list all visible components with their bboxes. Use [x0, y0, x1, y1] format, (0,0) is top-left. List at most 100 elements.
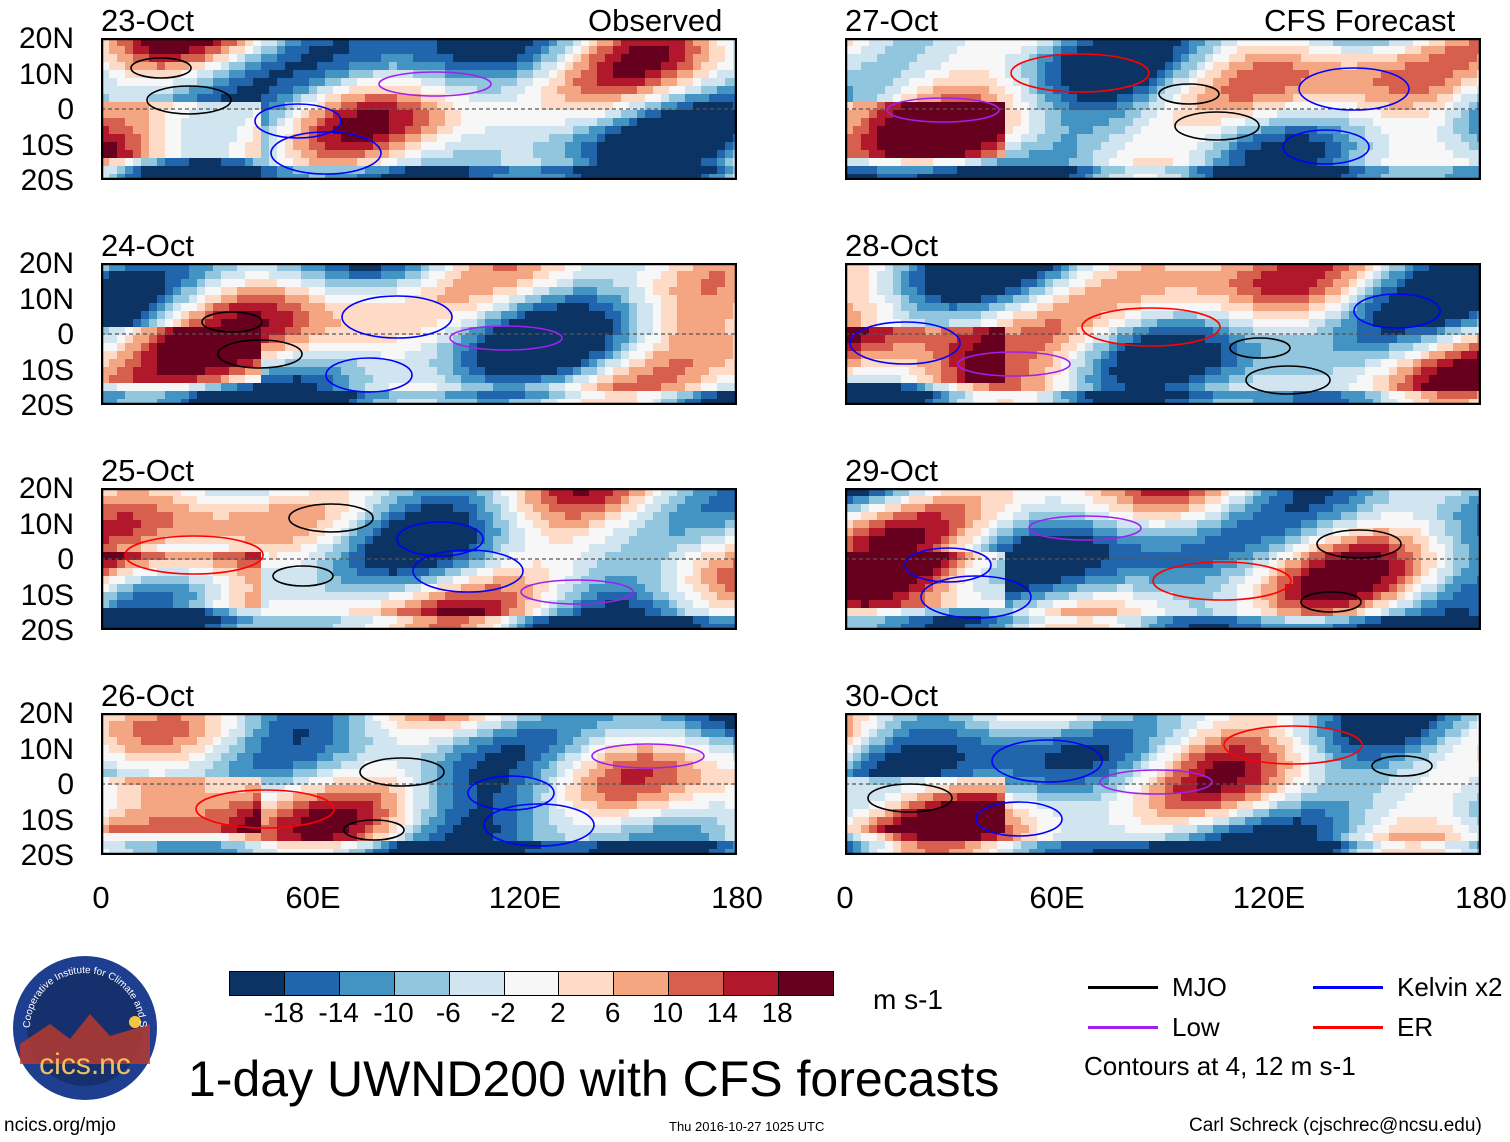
lat-tick-label: 0: [57, 768, 74, 801]
kelvin-contour: [341, 295, 453, 339]
panel-border: [101, 713, 737, 855]
map-panel: [845, 713, 1481, 855]
map-panel: [101, 713, 737, 855]
panel-border: [845, 488, 1481, 630]
lon-tick-label: 60E: [285, 880, 341, 915]
panel-date: 26-Oct: [101, 678, 195, 713]
mjo-contour: [130, 57, 192, 79]
kelvin-contour: [1282, 129, 1370, 165]
panel-date: 24-Oct: [101, 228, 195, 263]
lat-tick-label: 10N: [18, 57, 74, 91]
low-contour: [886, 97, 1000, 123]
wind-field: [845, 488, 1481, 630]
units-label: m s-1: [873, 984, 943, 1015]
panel-date: 30-Oct: [845, 678, 939, 713]
lat-tick-label: 20S: [20, 389, 74, 422]
kelvin-contour: [467, 775, 555, 811]
wind-field: [101, 713, 737, 855]
lat-tick-label: 20N: [18, 697, 74, 730]
lat-tick-label: 20N: [18, 22, 74, 55]
kelvin-contour: [1298, 67, 1410, 111]
kelvin-contour: [849, 321, 961, 365]
lat-tick-label: 10N: [18, 507, 74, 541]
map-panel: [101, 38, 737, 180]
kelvin-contour: [991, 739, 1103, 783]
mjo-contour: [1174, 111, 1260, 141]
colorbar-tick-label: -14: [318, 997, 359, 1028]
panel-date: 29-Oct: [845, 453, 939, 488]
panel-date: 23-Oct: [101, 3, 195, 38]
colorbar-swatch: [558, 972, 614, 995]
wind-field: [101, 488, 737, 630]
colorbar-swatch: [613, 972, 669, 995]
colorbar-swatch: [338, 972, 394, 995]
lat-tick-label: 10S: [20, 803, 74, 837]
map-panel: [845, 38, 1481, 180]
panel-border: [845, 263, 1481, 405]
legend-line-low: [1088, 1026, 1158, 1029]
panel-date: 27-Oct: [845, 3, 939, 38]
map-panel: [101, 488, 737, 630]
logo-name: cics.nc: [39, 1048, 131, 1081]
lat-tick-label: 20S: [20, 164, 74, 197]
colorbar-swatch: [393, 972, 449, 995]
panel-border: [845, 713, 1481, 855]
kelvin-contour: [396, 521, 484, 557]
panel-border: [845, 38, 1481, 180]
mjo-contour: [288, 503, 374, 533]
kelvin-contour: [1353, 293, 1441, 329]
mjo-contour: [217, 339, 303, 369]
wind-field: [845, 713, 1481, 855]
kelvin-contour: [483, 803, 595, 847]
mjo-contour: [272, 565, 334, 587]
er-contour: [124, 535, 264, 575]
lat-tick-label: 10S: [20, 128, 74, 162]
low-contour: [449, 325, 563, 351]
lat-tick-label: 20S: [20, 614, 74, 647]
mjo-contour: [1158, 83, 1220, 105]
kelvin-contour: [412, 549, 524, 593]
colorbar-swatch: [283, 972, 339, 995]
panel-border: [101, 38, 737, 180]
er-contour: [1081, 307, 1221, 347]
colorbar-swatch: [668, 972, 724, 995]
colorbar-tick-label: -18: [263, 997, 305, 1028]
wind-field: [845, 38, 1481, 180]
er-contour: [195, 789, 335, 829]
lon-tick-label: 180: [1455, 880, 1507, 915]
map-panel: [845, 488, 1481, 630]
colorbar-swatch: [448, 972, 504, 995]
observed-label: Observed: [588, 3, 723, 38]
lat-tick-label: 20S: [20, 839, 74, 872]
lat-tick-label: 0: [57, 93, 74, 126]
kelvin-contour: [254, 103, 342, 139]
map-panel: [101, 263, 737, 405]
lat-tick-label: 10N: [18, 282, 74, 316]
kelvin-contour: [904, 547, 992, 583]
legend-line-mjo: [1088, 986, 1158, 989]
mjo-contour: [1300, 591, 1362, 613]
colorbar-swatch: [778, 972, 833, 995]
er-contour: [1223, 725, 1363, 765]
colorbar-tick-label: -2: [490, 997, 516, 1028]
lat-tick-label: 10N: [18, 732, 74, 766]
legend-label: Kelvin x2: [1397, 972, 1503, 1002]
lat-tick-label: 20N: [18, 472, 74, 505]
panel-border: [101, 263, 737, 405]
low-contour: [957, 351, 1071, 377]
kelvin-contour: [325, 357, 413, 393]
cfs-forecast-label: CFS Forecast: [1264, 3, 1456, 38]
mjo-contour: [359, 757, 445, 787]
lat-tick-label: 0: [57, 543, 74, 576]
er-contour: [1152, 561, 1292, 601]
colorbar-tick-label: 14: [706, 997, 738, 1028]
low-contour: [378, 71, 492, 97]
panel-date: 25-Oct: [101, 453, 195, 488]
lon-tick-label: 0: [836, 880, 854, 915]
colorbar-swatch: [723, 972, 779, 995]
legend-label: ER: [1397, 1012, 1434, 1042]
lat-tick-label: 10S: [20, 578, 74, 612]
footer-timestamp: Thu 2016-10-27 1025 UTC: [669, 1119, 825, 1134]
low-contour: [1099, 769, 1213, 795]
